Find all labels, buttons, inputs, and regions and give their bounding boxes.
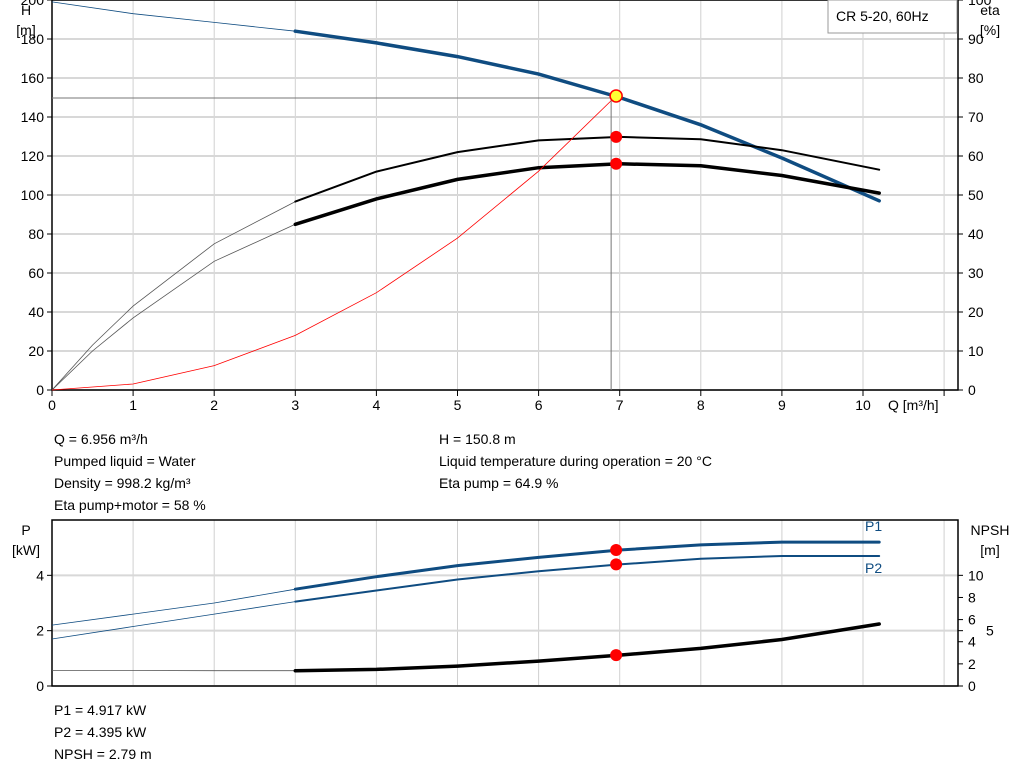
y-axis-label-right: NPSH — [971, 522, 1010, 538]
curve-p2-thin — [51, 601, 296, 640]
x-tick-label: 9 — [778, 397, 786, 413]
x-tick-label: 8 — [697, 397, 705, 413]
legend-box — [827, 0, 958, 34]
y-axis-unit-left: [m] — [16, 22, 35, 38]
x-axis-label: Q [m³/h] — [888, 397, 939, 413]
y-tick-label-right: 4 — [968, 634, 976, 650]
series-label-p1: P1 — [865, 518, 882, 534]
y-tick-label-right: 8 — [968, 589, 976, 605]
x-tick-label: 3 — [291, 397, 299, 413]
npsh-marker — [610, 649, 623, 662]
curve-p1-thin — [51, 588, 296, 626]
curve-eta-pump — [294, 135, 881, 203]
curve-eta-pump-motor — [293, 162, 881, 227]
curve-h — [293, 29, 881, 203]
x-tick-label: 1 — [129, 397, 137, 413]
info-bottom: P1 = 4.917 kW P2 = 4.395 kW NPSH = 2.79 … — [54, 699, 152, 765]
info-eta-pump-motor: Eta pump+motor = 58 % — [54, 497, 206, 513]
p1-marker — [610, 543, 623, 556]
info-p2: P2 = 4.395 kW — [54, 724, 147, 740]
y-tick-label-right: 90 — [968, 31, 984, 47]
x-tick-label: 10 — [855, 397, 871, 413]
x-tick-label: 6 — [535, 397, 543, 413]
y-tick-label-left: 80 — [28, 226, 44, 242]
info-top-left: Q = 6.956 m³/h Pumped liquid = Water Den… — [54, 428, 206, 516]
y-tick-label-right: 0 — [968, 382, 976, 398]
y-tick-label-left: 200 — [21, 0, 45, 8]
y-tick-label-left: 100 — [21, 187, 45, 203]
series-label-p2: P2 — [865, 560, 882, 576]
info-p1: P1 = 4.917 kW — [54, 702, 147, 718]
y-tick-label-right: 5 — [986, 623, 994, 639]
y-axis-label-left: H — [21, 2, 31, 18]
x-tick-label: 5 — [454, 397, 462, 413]
info-density: Density = 998.2 kg/m³ — [54, 475, 191, 491]
y-axis-unit-right: [%] — [980, 22, 1000, 38]
y-tick-label-right: 70 — [968, 109, 984, 125]
curve-p1 — [293, 540, 881, 591]
y-tick-label-left: 140 — [21, 109, 45, 125]
y-tick-label-right: 20 — [968, 304, 984, 320]
x-tick-label: 0 — [48, 397, 56, 413]
info-top-right: H = 150.8 m Liquid temperature during op… — [439, 428, 712, 494]
y-tick-label-left: 20 — [28, 343, 44, 359]
y-tick-label-right: 100 — [968, 0, 992, 8]
curve-system-curve — [51, 95, 617, 391]
y-tick-label-left: 40 — [28, 304, 44, 320]
x-tick-label: 4 — [373, 397, 381, 413]
y-tick-label-left: 120 — [21, 148, 45, 164]
y-axis-unit-right: [m] — [980, 542, 999, 558]
curve-eta-pump-motor-thin — [51, 223, 296, 391]
y-tick-label-left: 60 — [28, 265, 44, 281]
y-tick-label-left: 0 — [36, 382, 44, 398]
y-tick-label-left: 180 — [21, 31, 45, 47]
y-tick-label-right: 30 — [968, 265, 984, 281]
y-tick-label-right: 6 — [968, 612, 976, 628]
duty-point-marker — [609, 89, 623, 103]
info-temperature: Liquid temperature during operation = 20… — [439, 453, 712, 469]
eta-pump-motor-marker — [610, 157, 623, 170]
y-tick-label-right: 40 — [968, 226, 984, 242]
y-tick-label-right: 10 — [968, 567, 984, 583]
y-axis-unit-left: [kW] — [12, 542, 40, 558]
x-tick-label: 7 — [616, 397, 624, 413]
y-tick-label-right: 50 — [968, 187, 984, 203]
eta-pump-marker — [610, 130, 623, 143]
info-eta-pump: Eta pump = 64.9 % — [439, 475, 559, 491]
info-h: H = 150.8 m — [439, 431, 516, 447]
info-q: Q = 6.956 m³/h — [54, 431, 148, 447]
curve-npsh — [293, 622, 881, 673]
curve-eta-pump-thin — [51, 201, 296, 391]
curve-p2 — [294, 555, 881, 603]
y-tick-label-right: 10 — [968, 343, 984, 359]
y-tick-label-left: 2 — [36, 623, 44, 639]
plot-frame — [51, 519, 959, 687]
y-tick-label-right: 0 — [968, 678, 976, 694]
y-tick-label-right: 80 — [968, 70, 984, 86]
y-tick-label-right: 2 — [968, 656, 976, 672]
y-tick-label-right: 60 — [968, 148, 984, 164]
info-npsh: NPSH = 2.79 m — [54, 746, 152, 762]
y-tick-label-left: 4 — [36, 567, 44, 583]
chart-title: CR 5-20, 60Hz — [836, 8, 929, 24]
plot-frame — [51, 0, 959, 391]
curve-h-thin — [51, 1, 296, 32]
x-tick-label: 2 — [210, 397, 218, 413]
p2-marker — [610, 558, 623, 571]
y-axis-label-right: eta — [980, 2, 1000, 18]
y-tick-label-left: 0 — [36, 678, 44, 694]
y-tick-label-left: 160 — [21, 70, 45, 86]
info-liquid: Pumped liquid = Water — [54, 453, 196, 469]
y-axis-label-left: P — [21, 522, 30, 538]
